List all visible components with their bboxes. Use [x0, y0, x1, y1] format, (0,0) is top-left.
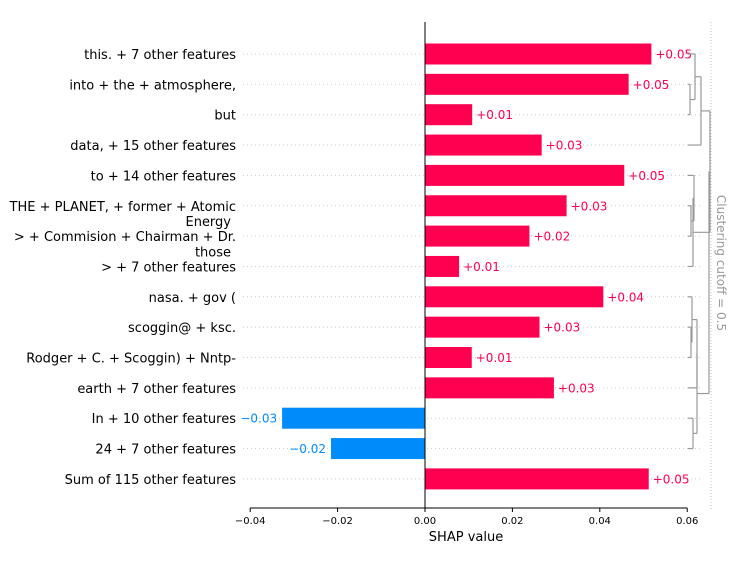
x-tick-label: −0.04	[235, 516, 266, 527]
value-label: +0.05	[628, 169, 665, 183]
value-label: +0.01	[476, 351, 513, 365]
bar	[425, 377, 554, 399]
x-tick-label: 0.04	[589, 516, 611, 527]
x-axis: −0.04 −0.02 0.00 0.02 0.04 0.06	[235, 507, 698, 527]
feature-label: Rodger + C. + Scoggin) + Nntp-	[26, 352, 236, 367]
feature-label: this. + 7 other features	[84, 48, 236, 63]
feature-label: to + 14 other features	[91, 169, 237, 184]
x-tick-label: 0.06	[676, 516, 698, 527]
value-label: +0.05	[655, 48, 692, 62]
feature-labels: this. + 7 other features into + the + atm…	[9, 48, 237, 488]
value-label: +0.01	[463, 260, 500, 274]
bar	[425, 134, 542, 156]
feature-label: into + the + atmosphere,	[69, 78, 236, 93]
feature-label: In + 10 other features	[92, 412, 237, 427]
value-label: +0.03	[546, 139, 583, 153]
bar	[425, 225, 530, 247]
bar	[425, 347, 472, 368]
feature-label: but	[214, 109, 236, 124]
feature-label: 24 + 7 other features	[95, 443, 236, 458]
bar	[425, 316, 540, 338]
x-tick-label: −0.02	[322, 516, 353, 527]
bar	[425, 164, 625, 186]
bar	[331, 438, 425, 460]
value-label: +0.03	[543, 321, 580, 335]
value-label: +0.01	[476, 108, 513, 122]
feature-label: Sum of 115 other features	[65, 473, 237, 488]
bar	[425, 255, 460, 277]
value-label: −0.03	[240, 412, 277, 426]
bar	[425, 43, 652, 65]
feature-label: Energy > + Commision + Chairman + Dr.	[14, 215, 236, 245]
value-label: +0.03	[571, 199, 608, 213]
bar	[425, 195, 567, 217]
value-label: −0.02	[289, 442, 326, 456]
bar	[425, 286, 604, 308]
bar	[425, 468, 649, 490]
value-label: +0.02	[533, 230, 570, 244]
feature-label: data, + 15 other features	[70, 139, 236, 154]
x-tick-label: 0.02	[501, 516, 523, 527]
clustering-cutoff-label: Clustering cutoff = 0.5	[714, 195, 728, 331]
feature-label: those > + 7 other features	[101, 245, 236, 275]
feature-label: scoggin@ + ksc.	[128, 321, 236, 336]
feature-label: earth + 7 other features	[77, 382, 236, 397]
value-label: +0.03	[558, 381, 595, 395]
feature-label: THE + PLANET, + former + Atomic	[9, 200, 236, 215]
value-label: +0.05	[653, 472, 690, 486]
value-label: +0.04	[607, 290, 644, 304]
value-label: +0.05	[633, 78, 670, 92]
bars	[282, 43, 652, 490]
x-tick-label: 0.00	[414, 516, 436, 527]
x-axis-title: SHAP value	[429, 530, 503, 545]
feature-label: nasa. + gov (	[149, 291, 236, 306]
clustering-dendrogram	[688, 22, 712, 510]
bar	[282, 407, 425, 429]
bar	[425, 73, 629, 95]
bar	[425, 104, 473, 126]
value-labels: +0.05 +0.05 +0.01 +0.03 +0.05 +0.03 +0.02 +0.01…	[240, 48, 692, 487]
